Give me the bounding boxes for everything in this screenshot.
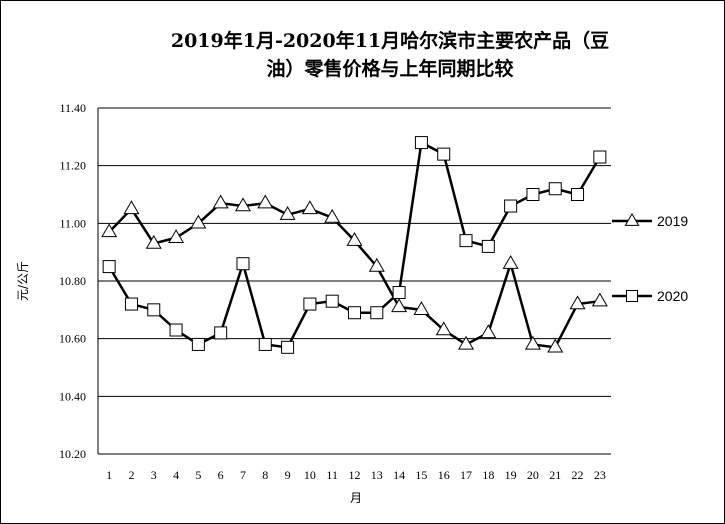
square-marker (459, 234, 473, 248)
y-tick-label: 11.40 (59, 101, 86, 115)
triangle-marker (480, 324, 497, 339)
x-tick-label: 9 (285, 468, 291, 482)
square-marker (626, 290, 638, 302)
square-marker (214, 326, 228, 340)
series-group (101, 136, 608, 354)
x-tick-label: 12 (349, 468, 361, 482)
triangle-marker (524, 335, 541, 350)
triangle-marker (591, 292, 608, 307)
series-line (108, 201, 601, 349)
legend-label: 2020 (657, 288, 688, 304)
triangle-marker (569, 295, 586, 310)
triangle-marker (212, 194, 229, 209)
triangle-marker (145, 234, 162, 249)
square-marker (392, 286, 406, 300)
series-2020 (102, 136, 607, 354)
x-tick-label: 4 (173, 468, 179, 482)
x-tick-label: 23 (594, 468, 606, 482)
square-marker (481, 239, 495, 253)
x-axis-label: 月 (350, 491, 362, 505)
triangle-marker (413, 301, 430, 316)
x-tick-label: 19 (505, 468, 517, 482)
x-tick-label: 22 (572, 468, 584, 482)
square-marker (437, 147, 451, 161)
triangle-marker (279, 206, 296, 220)
triangle-marker (346, 231, 363, 246)
y-tick-label: 10.20 (59, 447, 86, 461)
y-tick-label: 11.20 (59, 159, 86, 173)
square-marker (303, 297, 317, 311)
legend-label: 2019 (657, 213, 688, 229)
y-tick-label: 10.40 (59, 389, 86, 403)
square-marker (370, 306, 384, 320)
square-marker (102, 260, 116, 274)
y-axis-label: 元/公斤 (16, 261, 30, 301)
x-tick-label: 6 (218, 468, 224, 482)
y-tick-label: 10.80 (59, 274, 86, 288)
grid-lines (97, 107, 611, 455)
square-marker (258, 337, 272, 351)
triangle-marker (624, 212, 640, 226)
x-tick-label: 7 (240, 468, 246, 482)
triangle-marker (391, 298, 408, 313)
legend: 2019 2020 (612, 212, 688, 304)
triangle-marker (101, 223, 118, 238)
square-marker (147, 303, 161, 317)
square-marker (325, 294, 339, 308)
chart-title-line2: 油）零售价格与上年同期比较 (266, 57, 513, 80)
legend-item-2019: 2019 (612, 212, 688, 229)
square-marker (593, 150, 607, 164)
square-marker (504, 199, 518, 213)
y-tick-label: 10.60 (59, 332, 86, 346)
chart-title-line1: 2019年1月-2020年11月哈尔滨市主要农产品（豆 (171, 29, 609, 52)
x-tick-label: 11 (326, 468, 338, 482)
x-tick-label: 21 (549, 468, 561, 482)
x-tick-label: 5 (195, 468, 201, 482)
triangle-marker (123, 200, 140, 215)
triangle-marker (502, 255, 519, 269)
square-marker (571, 188, 585, 201)
triangle-marker (301, 200, 318, 215)
triangle-marker (368, 257, 385, 272)
triangle-marker (435, 321, 452, 336)
x-tick-label: 2 (128, 468, 134, 482)
x-tick-label: 13 (371, 468, 383, 482)
square-marker (124, 297, 138, 311)
x-tick-label: 16 (438, 468, 450, 482)
square-marker (414, 136, 428, 150)
x-tick-label: 14 (393, 468, 405, 482)
x-tick-label: 1 (106, 468, 112, 482)
square-marker (348, 306, 361, 320)
triangle-marker (168, 229, 185, 243)
triangle-marker (324, 208, 341, 223)
x-tick-label: 3 (151, 468, 157, 482)
square-marker (281, 340, 295, 354)
x-tick-label: 10 (304, 468, 316, 482)
x-tick-label: 17 (460, 468, 472, 482)
square-marker (236, 257, 250, 271)
x-tick-label: 8 (262, 468, 268, 482)
square-marker (548, 182, 562, 196)
series-2019 (101, 194, 608, 353)
triangle-marker (234, 197, 251, 212)
triangle-marker (190, 214, 207, 229)
legend-item-2020: 2020 (612, 288, 688, 304)
x-tick-label: 20 (527, 468, 539, 482)
triangle-marker (257, 194, 274, 209)
x-tick-label: 18 (482, 468, 494, 482)
square-marker (191, 337, 205, 351)
triangle-marker (458, 335, 475, 350)
x-tick-label: 15 (415, 468, 427, 482)
square-marker (169, 323, 183, 337)
triangle-marker (547, 338, 564, 353)
y-tick-label: 11.00 (59, 216, 86, 230)
square-marker (526, 188, 540, 201)
